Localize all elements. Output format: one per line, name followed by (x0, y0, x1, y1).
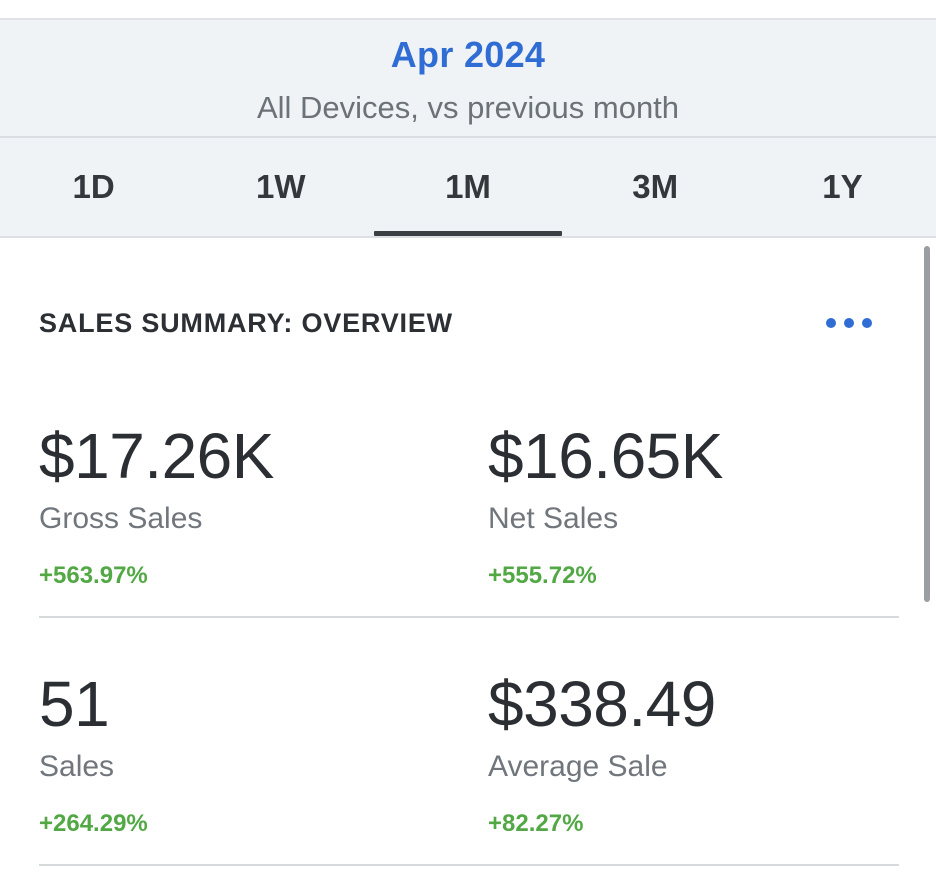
metric-label: Net Sales (488, 502, 619, 535)
metric-gross-sales[interactable]: $17.26K Gross Sales +563.97% (39, 424, 274, 590)
tab-1y[interactable]: 1Y (822, 168, 863, 205)
tab-3m[interactable]: 3M (632, 168, 679, 205)
period-title[interactable]: Apr 2024 (390, 34, 546, 75)
metric-label: Sales (39, 750, 115, 783)
metric-change: +264.29% (39, 810, 148, 837)
report-header: Apr 2024 All Devices, vs previous month … (0, 18, 936, 238)
summary-content: SALES SUMMARY: OVERVIEW $17.26K Gross Sa… (0, 236, 936, 872)
scrollbar[interactable] (924, 246, 930, 602)
more-horizontal-icon (844, 318, 854, 328)
row-divider (39, 616, 899, 618)
section-title: SALES SUMMARY: OVERVIEW (39, 308, 453, 338)
metric-change: +563.97% (39, 562, 148, 589)
more-horizontal-icon (826, 318, 836, 328)
tab-1m[interactable]: 1M (374, 138, 562, 236)
metric-value: $16.65K (488, 420, 723, 492)
metric-label: Gross Sales (39, 502, 203, 535)
metric-value: $17.26K (39, 420, 274, 492)
header-divider (0, 136, 936, 138)
more-horizontal-icon (862, 318, 872, 328)
period-subtitle: All Devices, vs previous month (256, 90, 680, 125)
metric-value: 51 (39, 668, 110, 740)
metric-label: Average Sale (488, 750, 668, 783)
row-divider (39, 864, 899, 866)
metric-net-sales[interactable]: $16.65K Net Sales +555.72% (488, 424, 723, 590)
tab-1w[interactable]: 1W (256, 168, 306, 205)
metric-sales-count[interactable]: 51 Sales +264.29% (39, 672, 148, 838)
metric-change: +82.27% (488, 810, 584, 837)
more-options-button[interactable] (826, 314, 872, 332)
metric-change: +555.72% (488, 562, 597, 589)
tab-1d[interactable]: 1D (72, 168, 115, 205)
time-range-tabs: 1D 1W 1M 3M 1Y (0, 138, 936, 236)
metric-average-sale[interactable]: $338.49 Average Sale +82.27% (488, 672, 716, 838)
metric-value: $338.49 (488, 668, 716, 740)
header-bottom-border (0, 236, 936, 238)
